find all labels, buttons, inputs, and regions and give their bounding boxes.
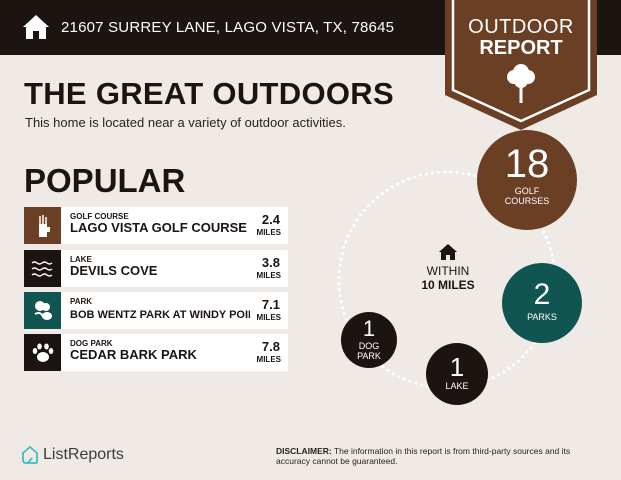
item-category: PARK <box>70 297 93 306</box>
item-distance: 3.8 <box>261 255 280 270</box>
list-item-dog-park[interactable]: DOG PARK CEDAR BARK PARK 7.8 MILES <box>24 334 288 371</box>
item-name: CEDAR BARK PARK <box>70 348 197 362</box>
item-unit: MILES <box>256 355 281 364</box>
disclaimer-text: The information in this report is from t… <box>276 446 571 466</box>
badge-line2: REPORT <box>479 37 563 59</box>
trees-icon <box>24 292 61 329</box>
item-name: BOB WENTZ PARK AT WINDY POINT <box>70 309 250 321</box>
disclaimer: DISCLAIMER: The information in this repo… <box>276 446 606 466</box>
list-item-golf[interactable]: GOLF COURSE LAGO VISTA GOLF COURSE 2.4 M… <box>24 207 288 244</box>
golf-count: 18 <box>504 142 550 186</box>
parks-count-circle: 2 PARKS <box>502 263 582 343</box>
listreports-logo[interactable]: ListReports <box>22 446 124 464</box>
item-distance: 7.8 <box>261 339 280 354</box>
waves-icon <box>24 250 61 287</box>
golf-bag-icon <box>24 207 61 244</box>
list-item-park[interactable]: PARK BOB WENTZ PARK AT WINDY POINT 7.1 M… <box>24 292 288 329</box>
list-item-lake[interactable]: LAKE DEVILS COVE 3.8 MILES <box>24 250 288 287</box>
property-address: 21607 SURREY LANE, LAGO VISTA, TX, 78645 <box>61 19 395 36</box>
badge-line1: OUTDOOR <box>468 16 574 38</box>
item-category: DOG PARK <box>70 339 113 348</box>
dog-park-count-circle: 1 DOG PARK <box>341 312 397 368</box>
lake-label: LAKE <box>445 381 469 391</box>
outdoor-report-badge: OUTDOOR REPORT <box>445 0 597 130</box>
dog-park-count: 1 <box>362 316 376 341</box>
lake-count-circle: 1 LAKE <box>426 343 488 405</box>
dog-park-label-2: PARK <box>357 351 381 361</box>
popular-heading: POPULAR <box>24 162 186 199</box>
parks-label: PARKS <box>527 312 557 322</box>
page-title: THE GREAT OUTDOORS <box>24 76 394 111</box>
within-text: WITHIN <box>426 264 470 278</box>
tree-icon <box>507 64 535 103</box>
lake-count: 1 <box>449 352 465 382</box>
home-icon <box>439 244 457 260</box>
within-distance: 10 MILES <box>421 278 475 292</box>
disclaimer-label: DISCLAIMER: <box>276 446 332 456</box>
item-category: LAKE <box>70 255 92 264</box>
item-unit: MILES <box>256 228 281 237</box>
page-subtitle: This home is located near a variety of o… <box>25 115 346 130</box>
item-name: DEVILS COVE <box>70 264 158 278</box>
within-radius-label: WITHIN 10 MILES <box>410 243 486 292</box>
home-icon <box>23 15 49 39</box>
parks-count: 2 <box>533 278 551 311</box>
item-distance: 7.1 <box>261 297 280 312</box>
listreports-logo-icon <box>22 446 38 464</box>
item-distance: 2.4 <box>261 212 280 227</box>
item-unit: MILES <box>256 313 281 322</box>
brand-name: ListReports <box>43 446 124 463</box>
dog-park-label: DOG <box>358 341 380 351</box>
golf-label-2: COURSES <box>504 196 550 206</box>
item-name: LAGO VISTA GOLF COURSE <box>70 221 247 235</box>
golf-courses-count-circle: 18 GOLF COURSES <box>477 130 577 230</box>
item-unit: MILES <box>256 271 281 280</box>
golf-label: GOLF <box>514 186 540 196</box>
paw-icon <box>24 334 61 371</box>
item-category: GOLF COURSE <box>70 212 129 221</box>
